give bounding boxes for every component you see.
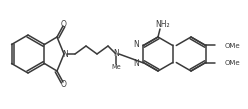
Text: NH₂: NH₂ bbox=[156, 20, 170, 28]
Text: N: N bbox=[133, 40, 139, 49]
Text: O: O bbox=[61, 79, 67, 89]
Text: N: N bbox=[133, 59, 139, 68]
Text: N: N bbox=[62, 49, 68, 59]
Text: Me: Me bbox=[111, 64, 121, 70]
Text: OMe: OMe bbox=[225, 43, 240, 49]
Text: O: O bbox=[61, 20, 67, 28]
Text: N: N bbox=[113, 49, 119, 58]
Text: OMe: OMe bbox=[225, 60, 240, 66]
